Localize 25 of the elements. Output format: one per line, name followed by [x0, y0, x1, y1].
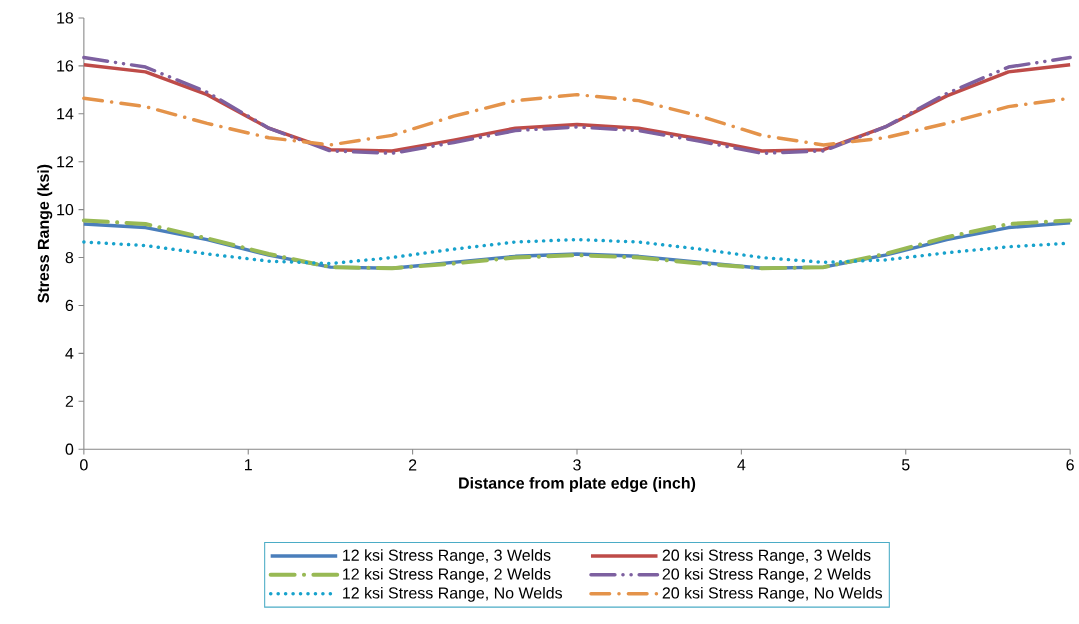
legend-label: 12 ksi Stress Range, No Welds [343, 586, 563, 602]
y-tick-label: 2 [65, 395, 74, 407]
x-tick-label: 1 [245, 459, 252, 471]
x-tick-label: 6 [1066, 459, 1074, 471]
x-tick-label: 0 [80, 459, 88, 471]
x-tick-label: 4 [737, 459, 746, 471]
x-tick-label: 2 [408, 459, 417, 471]
y-tick-label: 18 [57, 12, 74, 24]
legend-label: 20 ksi Stress Range, 2 Welds [662, 568, 871, 583]
y-tick-label: 12 [57, 156, 74, 168]
legend-label: 20 ksi Stress Range, 3 Welds [662, 549, 871, 565]
y-tick-label: 10 [57, 204, 74, 216]
x-tick-label: 5 [901, 459, 910, 471]
y-tick-label: 6 [65, 299, 74, 312]
y-tick-label: 0 [65, 443, 74, 455]
y-axis-title: Stress Range (ksi) [37, 164, 53, 303]
legend-label: 12 ksi Stress Range, 2 Welds [343, 568, 551, 583]
y-tick-label: 4 [65, 347, 74, 359]
legend-label: 20 ksi Stress Range, No Welds [662, 586, 883, 602]
legend-label: 12 ksi Stress Range, 3 Welds [343, 549, 551, 565]
y-tick-label: 16 [57, 60, 74, 72]
x-tick-label: 3 [573, 459, 581, 471]
y-tick-label: 14 [57, 108, 74, 120]
y-tick-label: 8 [65, 251, 74, 264]
x-axis-title: Distance from plate edge (inch) [459, 477, 696, 493]
